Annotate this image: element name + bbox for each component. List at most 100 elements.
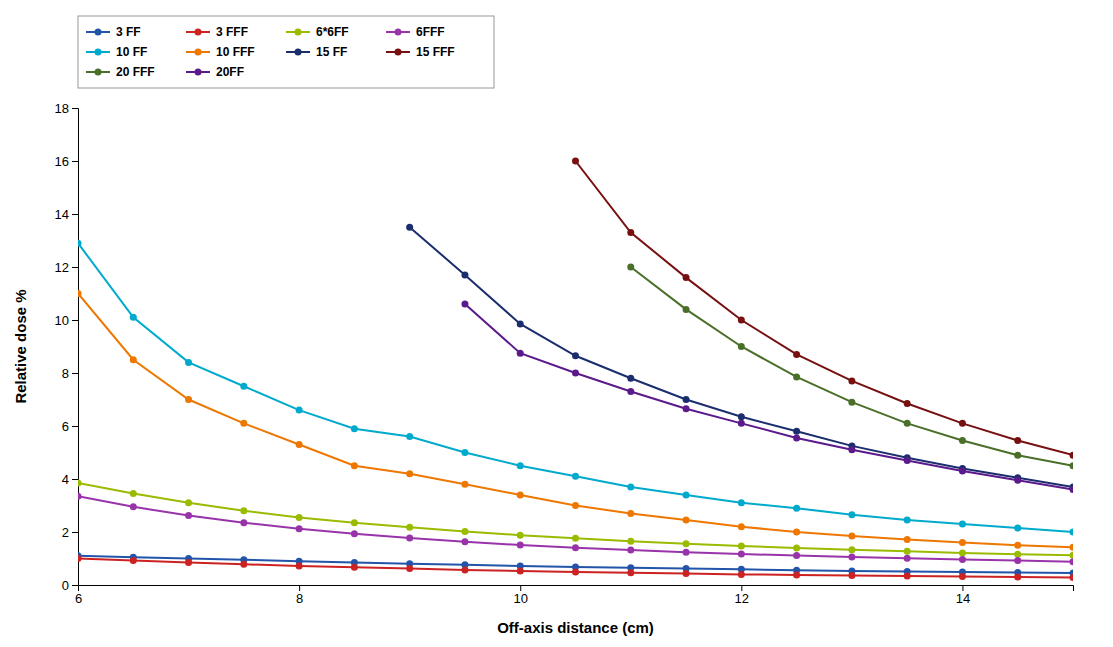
x-tick-label: 10: [513, 591, 527, 606]
point: [240, 519, 247, 526]
point: [461, 566, 468, 573]
point: [848, 532, 855, 539]
y-tick: 14: [55, 207, 78, 222]
series: [78, 493, 1073, 565]
series-line: [78, 243, 1073, 532]
point: [959, 549, 966, 556]
point: [793, 529, 800, 536]
series: [406, 224, 1073, 491]
point: [738, 317, 745, 324]
legend-label: 10 FF: [116, 45, 147, 59]
legend-entry: 6*6FF: [286, 25, 349, 39]
point: [904, 517, 911, 524]
point: [185, 359, 192, 366]
point: [848, 546, 855, 553]
point: [848, 377, 855, 384]
point: [738, 550, 745, 557]
y-tick: 8: [62, 366, 78, 381]
series-layer: [78, 158, 1073, 582]
point: [959, 573, 966, 580]
legend-marker: [95, 69, 102, 76]
point: [738, 413, 745, 420]
legend-label: 10 FFF: [216, 45, 255, 59]
point: [1070, 558, 1074, 565]
y-tick-mark: [72, 479, 78, 480]
point: [848, 553, 855, 560]
point: [572, 352, 579, 359]
point: [517, 491, 524, 498]
point: [683, 274, 690, 281]
point: [185, 396, 192, 403]
point: [904, 457, 911, 464]
point: [793, 351, 800, 358]
series: [461, 301, 1073, 494]
point: [185, 499, 192, 506]
point: [296, 514, 303, 521]
x-tick: 8: [296, 585, 303, 606]
point: [959, 556, 966, 563]
point: [848, 446, 855, 453]
point: [1070, 529, 1074, 536]
point: [959, 437, 966, 444]
plot: 68101214024681012141618Off-axis distance…: [12, 101, 1077, 636]
series: [572, 158, 1073, 459]
point: [793, 552, 800, 559]
y-tick-mark: [72, 585, 78, 586]
y-tick-label: 10: [55, 313, 69, 328]
legend-label: 6FFF: [416, 25, 445, 39]
point: [627, 375, 634, 382]
point: [1014, 557, 1021, 564]
y-tick: 2: [62, 525, 78, 540]
point: [406, 470, 413, 477]
point: [130, 490, 137, 497]
point: [1014, 542, 1021, 549]
legend-entry: 10 FFF: [186, 45, 255, 59]
legend-label: 20FF: [216, 65, 244, 79]
y-tick: 4: [62, 472, 78, 487]
point: [793, 505, 800, 512]
point: [406, 535, 413, 542]
point: [461, 271, 468, 278]
legend-entry: 10 FF: [86, 45, 147, 59]
legend-label: 15 FFF: [416, 45, 455, 59]
point: [351, 519, 358, 526]
point: [738, 571, 745, 578]
y-axis-line: [72, 109, 79, 586]
point: [130, 557, 137, 564]
point: [904, 548, 911, 555]
point: [793, 434, 800, 441]
point: [959, 420, 966, 427]
x-axis-title: Off-axis distance (cm): [497, 619, 654, 636]
point: [627, 510, 634, 517]
legend-label: 6*6FF: [316, 25, 349, 39]
y-tick-label: 14: [55, 207, 69, 222]
point: [572, 569, 579, 576]
point: [738, 420, 745, 427]
point: [572, 535, 579, 542]
point: [683, 570, 690, 577]
point: [240, 561, 247, 568]
y-tick-mark: [72, 267, 78, 268]
series-line: [465, 304, 1073, 490]
legend-label: 20 FFF: [116, 65, 155, 79]
point: [904, 555, 911, 562]
point: [240, 507, 247, 514]
series: [78, 240, 1073, 536]
point: [904, 572, 911, 579]
y-tick: 10: [55, 313, 78, 328]
legend: 3 FF3 FFF6*6FF6FFF10 FF10 FFF15 FF15 FFF…: [78, 16, 494, 88]
x-tick-mark: [520, 585, 521, 591]
point: [78, 493, 82, 500]
x-tick-label: 14: [956, 591, 970, 606]
point: [793, 544, 800, 551]
legend-marker: [295, 49, 302, 56]
point: [683, 517, 690, 524]
point: [517, 350, 524, 357]
point: [904, 420, 911, 427]
point: [683, 396, 690, 403]
point: [461, 481, 468, 488]
point: [517, 320, 524, 327]
point: [1070, 452, 1074, 459]
point: [78, 240, 82, 247]
point: [738, 499, 745, 506]
